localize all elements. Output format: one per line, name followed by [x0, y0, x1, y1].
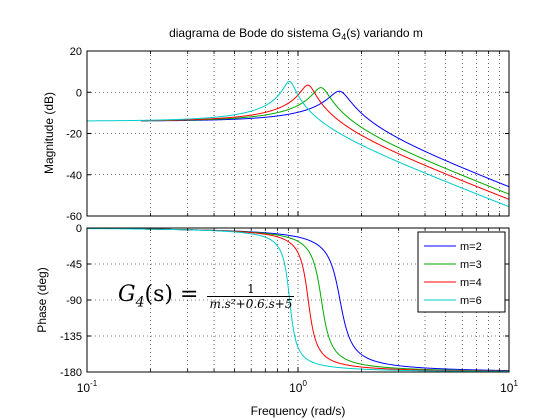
- formula-numerator: 1: [247, 282, 255, 296]
- magnitude-series: [86, 80, 510, 208]
- x-tick-label: 101: [500, 379, 518, 395]
- legend-label: m=3: [460, 259, 482, 271]
- phase-line-m=6: [87, 228, 510, 373]
- x-ticks: 10-1 100 101: [77, 51, 518, 395]
- legend-items: m=2 m=3 m=4 m=6: [424, 241, 482, 307]
- legend: m=2 m=3 m=4 m=6: [417, 231, 506, 313]
- x-tick-label: 10-1: [77, 379, 98, 395]
- legend-label: m=2: [460, 241, 482, 253]
- formula-lhs: G4(s) =: [118, 282, 199, 311]
- chart-title: diagrama de Bode do sistema G4(s) varian…: [169, 26, 423, 42]
- magnitude-plot-area: [87, 51, 509, 216]
- x-tick-label: 100: [289, 379, 307, 395]
- formula-denominator: m.s²+0.6.s+5: [207, 296, 295, 311]
- formula-fraction: 1 m.s²+0.6.s+5: [207, 282, 295, 311]
- y-tick-label: -40: [66, 170, 82, 182]
- legend-label: m=6: [460, 295, 482, 307]
- legend-box: [417, 231, 506, 313]
- phase-series: [87, 228, 510, 373]
- y-tick-label: -180: [60, 367, 82, 379]
- y-tick-label: -135: [60, 331, 82, 343]
- y-tick-label: -20: [66, 129, 82, 141]
- y-tick-label: 0: [76, 223, 82, 235]
- phase-ylabel: Phase (deg): [35, 267, 49, 332]
- magnitude-ylabel: Magnitude (dB): [42, 92, 56, 174]
- phase-y-ticks: 0 -45 -90 -135 -180: [60, 223, 509, 379]
- magnitude-y-ticks: 20 0 -20 -40 -60: [66, 46, 509, 223]
- y-tick-label: -60: [66, 211, 82, 223]
- transfer-function-annotation: G4(s) = 1 m.s²+0.6.s+5: [118, 282, 295, 311]
- x-axis-label: Frequency (rad/s): [251, 404, 346, 418]
- y-tick-label: 0: [76, 87, 82, 99]
- y-tick-label: -90: [66, 295, 82, 307]
- magnitude-panel: 20 0 -20 -40 -60 Magnitude (dB): [42, 46, 510, 223]
- y-tick-label: 20: [70, 46, 82, 58]
- y-tick-label: -45: [66, 259, 82, 271]
- magnitude-line-m=4: [140, 84, 510, 200]
- legend-label: m=4: [460, 277, 482, 289]
- magnitude-line-m=6: [86, 80, 510, 208]
